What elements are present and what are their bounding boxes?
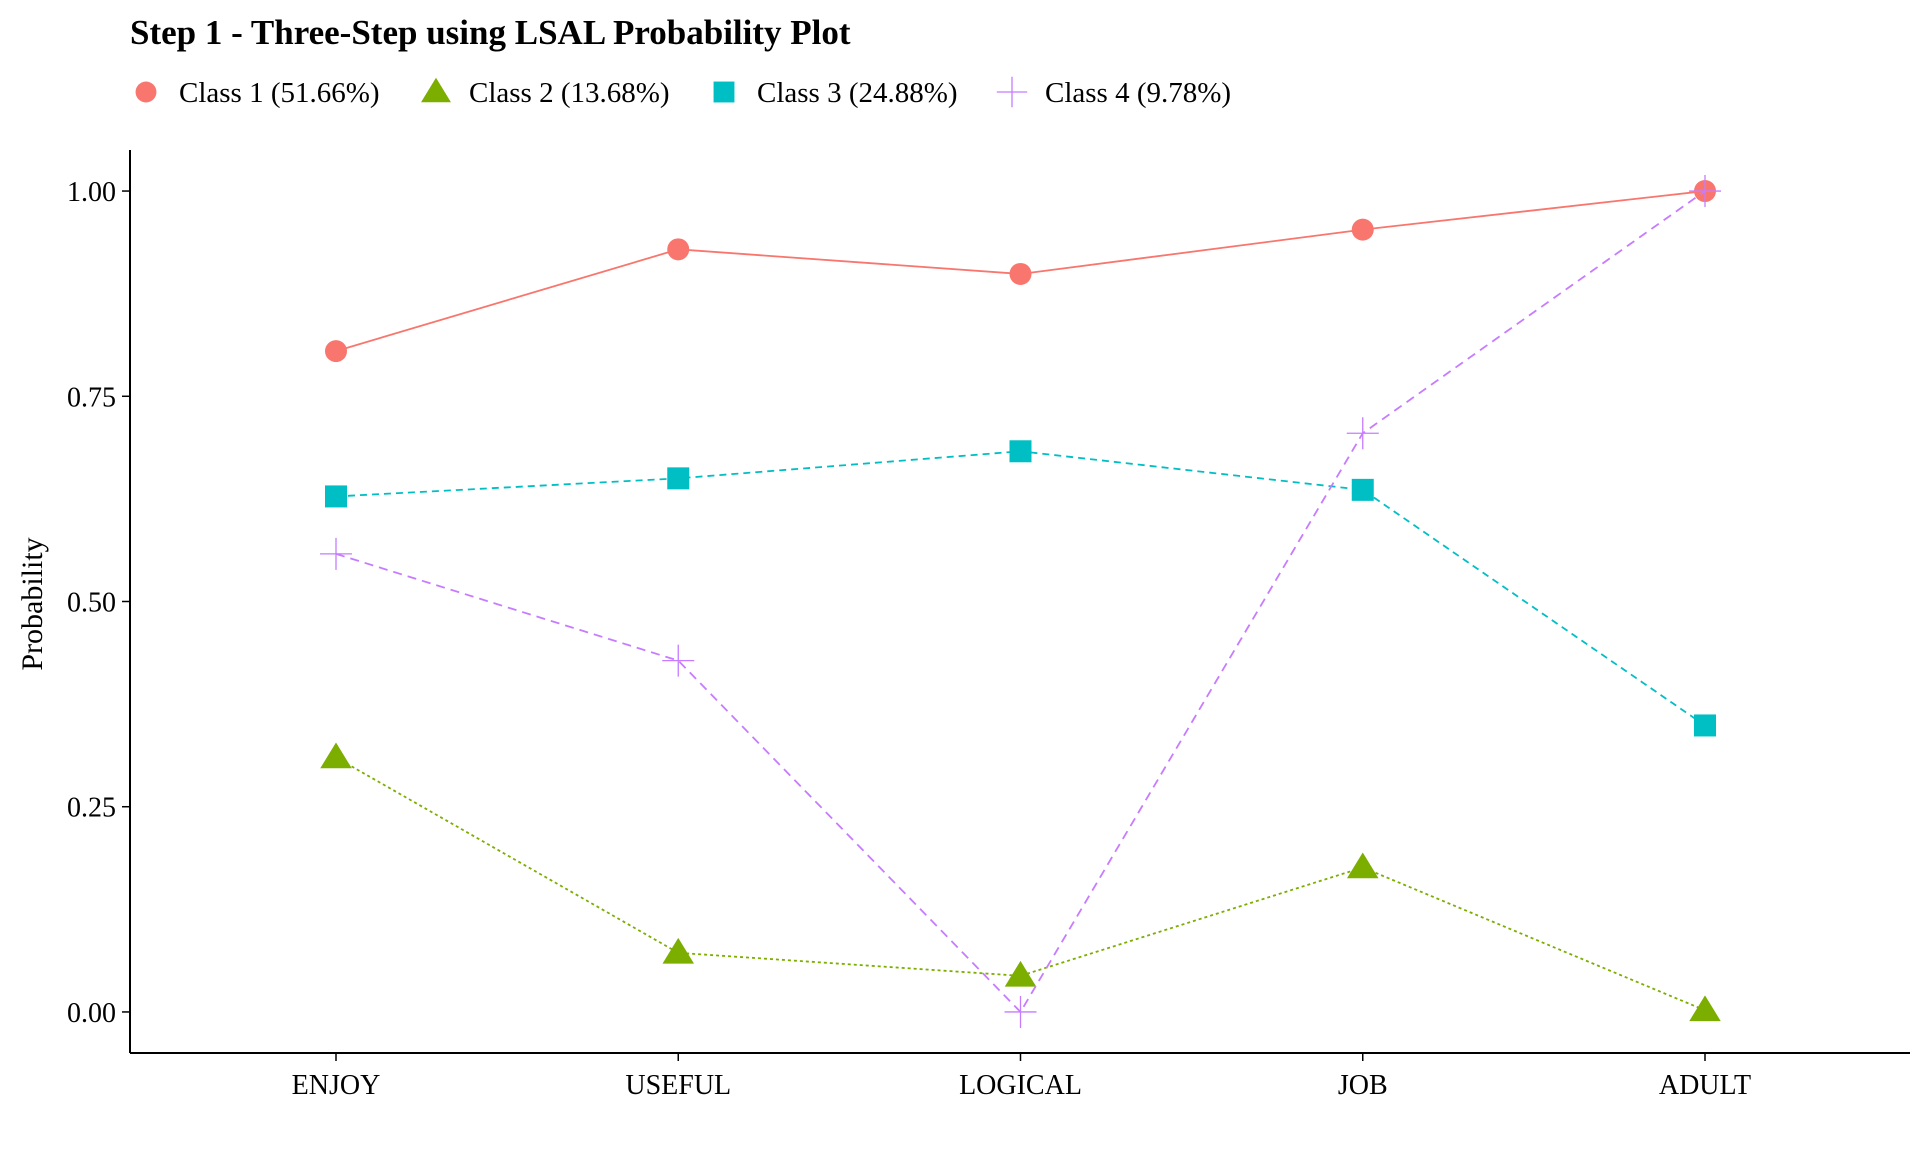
series-line <box>335 756 1706 1012</box>
legend-marker <box>421 77 451 103</box>
chart-title: Step 1 - Three-Step using LSAL Probabili… <box>130 13 851 52</box>
data-point <box>320 742 352 769</box>
legend-label: Class 3 (24.88%) <box>757 77 958 109</box>
data-point <box>1009 440 1032 463</box>
y-tick-label: 1.00 <box>67 177 116 208</box>
y-tick-label: 0.75 <box>67 382 116 413</box>
y-tick-label: 0.50 <box>67 588 116 619</box>
series-line <box>335 190 1706 1014</box>
data-point <box>1351 218 1374 241</box>
y-tick-label: 0.25 <box>67 793 116 824</box>
x-tick-label: LOGICAL <box>959 1070 1082 1101</box>
series-2 <box>320 742 1721 1022</box>
data-point <box>325 340 347 363</box>
axes: 0.00 0.25 0.50 0.75 1.00 ENJOY USEFUL LOGICAL JO… <box>67 150 1910 1101</box>
legend-marker <box>996 76 1028 108</box>
legend-marker <box>713 81 735 103</box>
data-point <box>662 644 695 677</box>
data-point <box>320 537 352 570</box>
data-point <box>1347 852 1379 879</box>
legend: Class 1 (51.66%) Class 2 (13.68%) Class 3 … <box>135 76 1231 109</box>
x-tick-label: USEFUL <box>625 1070 731 1101</box>
series-line <box>335 450 1706 727</box>
series-1 <box>325 180 1716 363</box>
legend-label: Class 1 (51.66%) <box>179 77 380 109</box>
data-point <box>1346 417 1379 450</box>
x-tick-label: ADULT <box>1659 1070 1751 1101</box>
legend-item: Class 4 (9.78%) <box>996 76 1231 109</box>
data-point <box>1009 262 1032 285</box>
data-point <box>667 238 690 261</box>
y-axis-label: Probability <box>16 537 49 670</box>
series-3 <box>325 440 1716 737</box>
data-point <box>667 467 690 490</box>
x-tick-label: JOB <box>1338 1070 1388 1101</box>
series-4 <box>320 175 1721 1028</box>
data-point <box>1004 995 1037 1028</box>
data-point <box>325 485 347 508</box>
legend-item: Class 3 (24.88%) <box>713 77 958 109</box>
data-point <box>662 937 694 964</box>
legend-marker <box>135 81 157 103</box>
data-point <box>1689 995 1721 1022</box>
data-point <box>1004 960 1037 987</box>
legend-label: Class 4 (9.78%) <box>1045 77 1231 109</box>
data-point <box>1689 175 1721 208</box>
legend-item: Class 1 (51.66%) <box>135 77 380 109</box>
data-point <box>1694 714 1716 737</box>
y-tick-label: 0.00 <box>67 998 116 1029</box>
legend-label: Class 2 (13.68%) <box>469 77 670 109</box>
legend-item: Class 2 (13.68%) <box>421 77 670 109</box>
x-tick-label: ENJOY <box>292 1070 381 1101</box>
data-point <box>1351 478 1374 501</box>
series-layer <box>320 175 1721 1028</box>
